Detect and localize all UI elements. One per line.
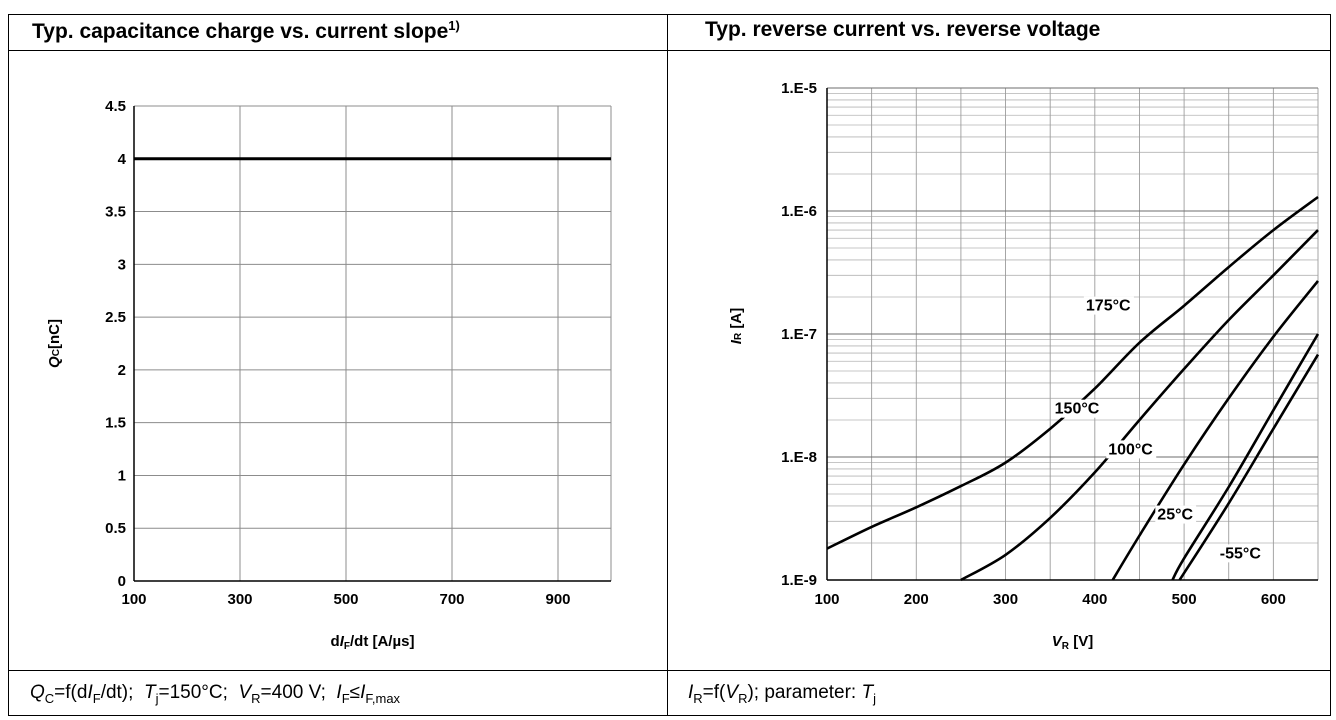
y-tick-label: 3	[118, 256, 126, 273]
series-line-2	[1111, 280, 1320, 581]
y-axis-title: QC[nC]	[46, 319, 63, 368]
curve-label-bg	[1217, 544, 1268, 563]
series-line-3	[1171, 333, 1320, 581]
caption-param: ); parameter:	[747, 682, 862, 703]
y-tick-label: 3.5	[105, 204, 126, 221]
y-tick-label: 0.5	[105, 520, 126, 537]
left-panel-caption: QC=f(dIF/dt); Tj=150°C; VR=400 V; IF≤IF,…	[30, 682, 400, 706]
x-tick-label: 500	[333, 591, 358, 608]
y-tick-label: 4	[118, 151, 127, 168]
right-caption-cell	[667, 670, 1331, 716]
right-panel-caption: IR=f(VR); parameter: Tj	[688, 682, 876, 706]
caption-if-sub: F	[341, 690, 350, 706]
curve-label: 175°C	[1086, 298, 1131, 315]
curve-label-bg	[1052, 399, 1103, 418]
curve-label: 150°C	[1055, 401, 1100, 418]
caption-v: V	[238, 682, 252, 703]
caption-v-val: =400 V;	[260, 682, 332, 703]
curve-label: 100°C	[1108, 441, 1153, 458]
caption-vr: V	[725, 682, 739, 703]
caption-f-open: =f(d	[54, 682, 88, 703]
y-tick-label: 1	[118, 467, 126, 484]
x-tick-label: 400	[1082, 591, 1107, 608]
x-tick-label: 500	[1172, 591, 1197, 608]
curve-label: -55°C	[1220, 545, 1262, 562]
caption-vr-sub: R	[738, 690, 748, 706]
caption-i: I	[87, 682, 93, 703]
left-panel-title-text: Typ. capacitance charge vs. current slop…	[32, 20, 449, 43]
caption-le: ≤	[349, 682, 361, 703]
y-tick-label: 1.E-9	[781, 572, 817, 589]
y-tick-label: 2.5	[105, 309, 126, 326]
caption-dt: /dt);	[100, 682, 139, 703]
series-line-4	[1178, 353, 1320, 581]
y-axis-title: IR [A]	[728, 308, 745, 344]
y-tick-label: 1.E-8	[781, 449, 817, 466]
caption-f-open-r: =f(	[702, 682, 726, 703]
y-tick-label: 2	[118, 362, 126, 379]
curve-label: 25°C	[1157, 507, 1193, 524]
reverse-current-chart: 1.E-9 1.E-8 1.E-7 1.E-6 1.E-5 100 200 300 400 500…	[728, 80, 1320, 652]
curve-label-bg	[1155, 505, 1197, 524]
x-tick-label: 700	[439, 591, 464, 608]
caption-q: Q	[30, 682, 45, 703]
caption-ir-sub: R	[693, 690, 703, 706]
right-panel-title-text: Typ. reverse current vs. reverse voltage	[705, 18, 1101, 41]
caption-tj: T	[861, 682, 874, 703]
x-tick-label: 200	[904, 591, 929, 608]
left-panel-title: Typ. capacitance charge vs. current slop…	[32, 18, 460, 44]
y-tick-label: 1.E-5	[781, 80, 817, 97]
curve-label-bg	[1083, 296, 1134, 315]
caption-t: T	[143, 682, 156, 703]
y-tick-label: 0	[118, 573, 126, 590]
caption-ir: I	[688, 682, 694, 703]
y-tick-label: 1.E-7	[781, 326, 817, 343]
caption-tj-sub: j	[873, 690, 876, 706]
x-tick-label: 300	[993, 591, 1018, 608]
caption-i-sub: F	[92, 690, 101, 706]
x-tick-label: 100	[814, 591, 839, 608]
x-tick-label: 900	[545, 591, 570, 608]
series-line-1	[960, 229, 1319, 582]
caption-q-sub: C	[44, 690, 55, 706]
x-tick-label: 100	[121, 591, 146, 608]
caption-v-sub: R	[251, 690, 261, 706]
caption-if: I	[336, 682, 342, 703]
y-tick-label: 4.5	[105, 98, 126, 115]
left-panel-title-footnote: 1)	[448, 18, 460, 33]
x-tick-label: 600	[1261, 591, 1286, 608]
x-tick-label: 300	[227, 591, 252, 608]
capacitance-charge-chart: 0 0.5 1 1.5 2 2.5 3 3.5 4 4.5 100 300 500 700 900 dIF/d…	[46, 98, 612, 652]
right-panel-title: Typ. reverse current vs. reverse voltage	[705, 18, 1100, 42]
x-axis-title: dIF/dt [A/µs]	[331, 633, 415, 652]
y-tick-label: 1.E-6	[781, 203, 817, 220]
x-axis-title: VR [V]	[1052, 633, 1093, 652]
caption-ifm-sub: F,max	[365, 690, 401, 706]
caption-t-sub: j	[155, 690, 159, 706]
caption-t-val: =150°C;	[158, 682, 234, 703]
curve-label-bg	[1106, 440, 1157, 459]
caption-ifm: I	[360, 682, 366, 703]
y-tick-label: 1.5	[105, 415, 126, 432]
